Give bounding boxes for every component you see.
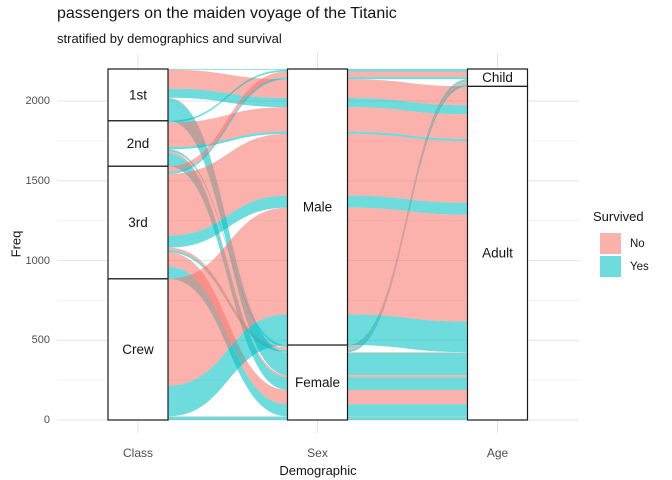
stratum-label-1st: 1st (129, 87, 147, 102)
flow-2nd-Male-Child-Yes (168, 69, 288, 123)
stratum-Female (286, 344, 349, 421)
stratum-label-3rd: 3rd (128, 215, 148, 230)
flow-Crew-Male-Adult-No (168, 207, 288, 386)
flow-Crew-Female-Adult-Yes (168, 416, 288, 420)
stratum-1st (107, 68, 169, 122)
flow-2nd-Male-Adult-No (347, 107, 468, 139)
y-axis-title: Freq (8, 230, 24, 258)
flow-2nd-Female-Adult-No (347, 375, 468, 378)
y-tick-label-500: 500 (31, 334, 50, 347)
legend-swatch-yes (600, 256, 621, 277)
legend-swatch-no (600, 233, 621, 254)
flow-1st-Male-Child-Yes (168, 69, 288, 70)
flow-3rd-Male-Child-Yes (168, 77, 288, 174)
stratum-label-2nd: 2nd (127, 136, 150, 151)
stratum-Male (286, 68, 349, 346)
x-category-label-Sex: Sex (307, 446, 328, 460)
flow-1st-Male-Adult-Yes (168, 88, 288, 108)
flow-2nd-Male-Adult-Yes (168, 131, 288, 150)
stratum-Crew (107, 278, 169, 421)
y-tick-label-2000: 2000 (25, 95, 50, 108)
flow-3rd-Female-Adult-No (347, 390, 468, 405)
stratum-label-Child: Child (482, 70, 513, 85)
x-category-label-Age: Age (486, 446, 509, 460)
flow-3rd-Male-Child-No (168, 71, 288, 172)
chart-subtitle: stratified by demographics and survival (57, 31, 282, 46)
flow-Crew-Male-Adult-Yes (168, 314, 288, 417)
flow-Crew-Male-Adult-No (347, 207, 468, 322)
stratum-Adult (466, 85, 529, 421)
x-category-label-Class: Class (122, 446, 153, 460)
stratum-2nd (107, 120, 169, 167)
flow-1st-Male-Child-Yes (347, 69, 468, 70)
chart-title: passengers on the maiden voyage of the T… (57, 5, 397, 22)
flow-3rd-Female-Adult-Yes (347, 404, 468, 417)
flow-3rd-Male-Adult-Yes (347, 195, 468, 215)
legend-label-yes: Yes (630, 260, 649, 273)
flow-2nd-Male-Adult-No (168, 107, 288, 148)
y-tick-label-0: 0 (43, 414, 50, 426)
flow-Crew-Male-Adult-Yes (347, 314, 468, 353)
flow-3rd-Male-Child-No (347, 71, 468, 78)
legend-entry-yes: Yes (593, 256, 649, 277)
flow-3rd-Male-Adult-No (168, 133, 288, 236)
legend-label-no: No (630, 237, 645, 250)
flow-1st-Male-Adult-No (347, 79, 468, 106)
flow-1st-Female-Adult-No (347, 352, 468, 353)
y-tick-label-1500: 1500 (25, 174, 50, 187)
flow-2nd-Female-Adult-Yes (347, 377, 468, 391)
flow-2nd-Male-Child-Yes (347, 69, 468, 72)
flow-2nd-Male-Adult-Yes (347, 131, 468, 142)
flow-1st-Male-Adult-No (168, 69, 288, 99)
flow-3rd-Male-Child-Yes (347, 77, 468, 80)
stratum-label-Male: Male (303, 200, 332, 215)
flow-1st-Female-Adult-Yes (347, 352, 468, 376)
stratum-label-Adult: Adult (482, 246, 513, 261)
legend: Survived No Yes (593, 209, 649, 279)
legend-title: Survived (593, 209, 644, 224)
stratum-label-Crew: Crew (122, 342, 154, 357)
stratum-label-Female: Female (295, 375, 340, 390)
flow-1st-Female-Adult-Yes (168, 98, 288, 376)
y-tick-label-1000: 1000 (25, 254, 50, 267)
flow-3rd-Male-Adult-Yes (168, 195, 288, 248)
flow-Crew-Female-Adult-Yes (347, 416, 468, 420)
flow-3rd-Male-Adult-No (347, 133, 468, 203)
x-axis-title: Demographic (279, 463, 357, 478)
legend-entry-no: No (593, 233, 649, 254)
